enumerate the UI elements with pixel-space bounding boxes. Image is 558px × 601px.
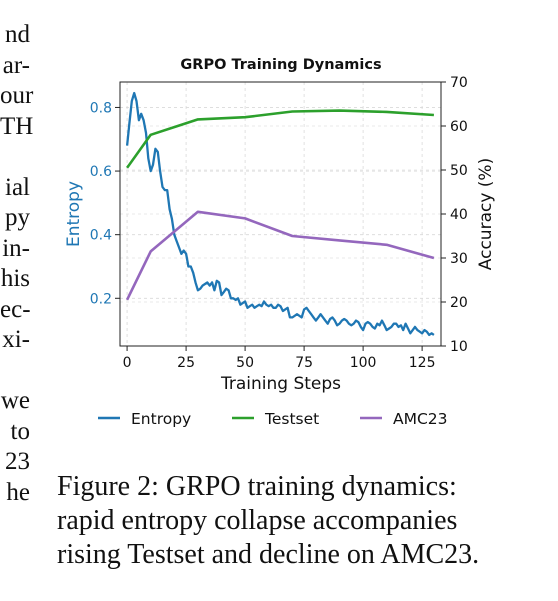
left-text-line: xi-: [2, 326, 30, 353]
legend: Entropy Testset AMC23: [98, 410, 448, 428]
legend-label: Testset: [264, 410, 319, 428]
y-left-tick-label: 0.4: [90, 228, 112, 244]
left-text-line: 23: [5, 448, 30, 475]
left-text-line: TH: [0, 112, 34, 140]
left-text-line: he: [6, 478, 30, 506]
left-text-line: his: [0, 265, 30, 292]
series-line-testset: [126, 109, 434, 169]
series-line-amc23: [125, 210, 435, 301]
left-text-line: ar-: [2, 51, 30, 79]
left-text-fragments: nd ar-our TH ial py in-his ec-xi- we to 23 he: [0, 20, 34, 508]
x-tick-label: 25: [177, 355, 195, 371]
chart-title: GRPO Training Dynamics: [180, 57, 381, 73]
left-text-line: to: [10, 417, 30, 445]
x-tick-label: 125: [409, 355, 436, 371]
left-text-line: in-: [2, 234, 30, 262]
grid: [120, 82, 441, 346]
y-right-tick-label: 30: [450, 251, 468, 267]
x-tick-label: 100: [350, 355, 377, 371]
x-axis-label: Training Steps: [220, 374, 341, 394]
y-left-tick-label: 0.6: [90, 164, 112, 180]
x-tick-label: 50: [236, 355, 254, 371]
y-left-tick-label: 0.2: [90, 291, 112, 307]
ticks-layer: 0 25 50 75 100 125 0.2 0.4 0.6 0.8 10 20 30 40 50 60 70: [90, 75, 468, 371]
caption-line: Figure 2: GRPO training dynamics:: [57, 471, 457, 502]
figure-caption: Figure 2: GRPO training dynamics: rapid e…: [57, 470, 507, 572]
y-right-tick-label: 50: [450, 163, 468, 179]
left-text-line: ec-: [0, 295, 31, 323]
y-axis-left-label: Entropy: [64, 181, 84, 247]
y-right-tick-label: 20: [450, 295, 468, 311]
caption-line: rapid entropy collapse accompanies: [57, 505, 458, 536]
legend-label: AMC23: [393, 410, 448, 428]
y-right-tick-label: 60: [450, 119, 468, 135]
chart: GRPO Training Dynamics 0 25 50 75 100 1250.20…: [64, 57, 496, 428]
caption-line: rising Testset and decline on AMC23.: [57, 539, 480, 570]
legend-label: Entropy: [131, 410, 191, 428]
left-text-line: our: [0, 82, 34, 109]
y-left-tick-label: 0.8: [90, 100, 112, 116]
left-text-line: ial: [5, 173, 30, 201]
left-text-line: nd: [5, 21, 30, 48]
series-line-entropy: [125, 91, 435, 337]
left-text-line: py: [5, 204, 30, 231]
x-tick-label: 0: [123, 355, 132, 371]
y-right-tick-label: 40: [450, 207, 468, 223]
y-axis-right-label: Accuracy (%): [476, 158, 496, 270]
y-right-tick-label: 70: [450, 75, 468, 91]
left-text-line: we: [0, 387, 30, 414]
series-layer: [125, 91, 435, 337]
x-tick-label: 75: [295, 355, 313, 371]
y-right-tick-label: 10: [450, 339, 468, 355]
